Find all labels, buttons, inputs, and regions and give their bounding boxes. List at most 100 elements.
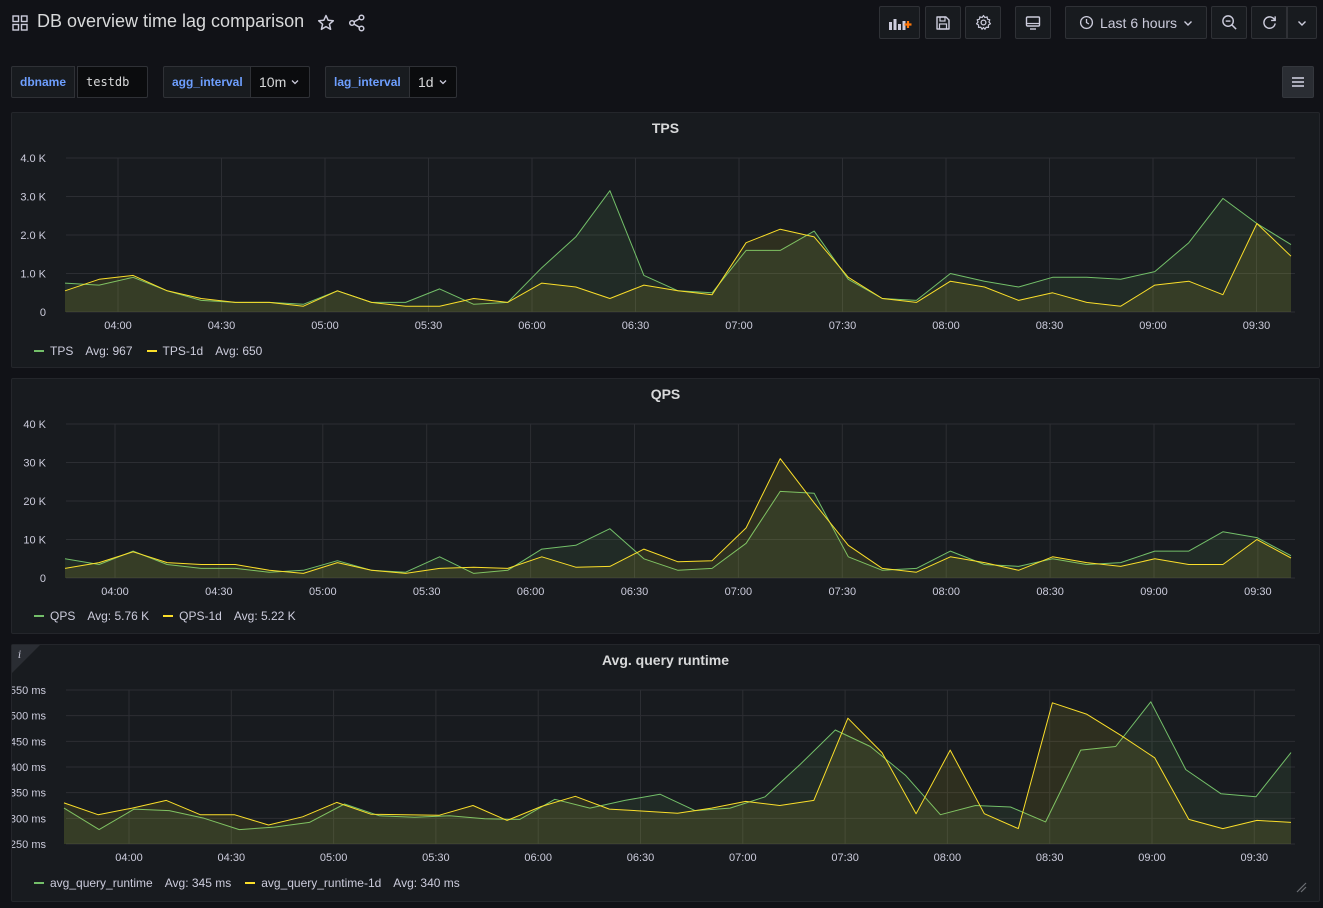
y-tick-label: 4.0 K: [20, 153, 46, 165]
x-tick-label: 08:00: [932, 586, 960, 598]
chevron-down-icon: [1298, 20, 1306, 26]
zoom-out-icon: [1221, 15, 1237, 30]
panel-title[interactable]: QPS: [650, 386, 681, 402]
x-tick-label: 04:00: [115, 852, 143, 864]
y-tick-label: 3.0 K: [20, 192, 46, 204]
panel-tps[interactable]: 0 1.0 K 2.0 K 3.0 K 4.0 K 04:00 04:30 05:00 05:3…: [11, 112, 1320, 368]
save-icon: [936, 15, 950, 30]
x-tick-label: 08:30: [1036, 586, 1064, 598]
variable-label-lag-interval: lag_interval: [325, 66, 410, 98]
template-variables-bar: dbname testdb agg_interval 10m lag_inter…: [0, 66, 1323, 100]
legend-series-name: QPS: [50, 609, 76, 623]
star-icon[interactable]: [316, 13, 336, 33]
x-tick-label: 07:00: [725, 320, 753, 332]
series-line-QPS: [64, 490, 1292, 574]
variable-label-agg-interval: agg_interval: [163, 66, 252, 98]
x-tick-label: 06:00: [518, 320, 546, 332]
x-tick-label: 05:30: [422, 852, 450, 864]
clock-icon: [1079, 15, 1094, 30]
legend-series-avg: Avg: 967: [85, 344, 133, 358]
gear-icon: [975, 14, 991, 30]
variable-select-dbname[interactable]: testdb: [77, 66, 148, 98]
panel-avg-query-runtime[interactable]: 250 ms 300 ms 350 ms 400 ms 450 ms 500 ms 550 …: [11, 644, 1320, 902]
legend-color-swatch: [245, 882, 256, 884]
add-panel-button[interactable]: [879, 6, 920, 39]
x-tick-label: 04:30: [208, 320, 236, 332]
legend-series-name: TPS-1d: [162, 344, 204, 358]
x-tick-label: 06:00: [524, 852, 552, 864]
series-line-avg_query_runtime: [63, 701, 1292, 831]
tps-chart: 0 1.0 K 2.0 K 3.0 K 4.0 K 04:00 04:30 05:00 05:3…: [20, 153, 1295, 332]
x-tick-label: 05:00: [320, 852, 348, 864]
legend-series-avg: Avg: 5.22 K: [233, 609, 296, 623]
dashboard-title[interactable]: DB overview time lag comparison: [37, 11, 305, 31]
tv-mode-button[interactable]: [1015, 6, 1051, 39]
legend-item[interactable]: TPS Avg: 967: [34, 344, 133, 358]
avg-query-runtime-chart: 250 ms 300 ms 350 ms 400 ms 450 ms 500 ms 550 …: [12, 685, 1295, 864]
legend-series-avg: Avg: 5.76 K: [87, 609, 150, 623]
panel-info-icon[interactable]: i: [12, 645, 40, 673]
x-tick-label: 08:00: [934, 852, 962, 864]
y-tick-label: 40 K: [23, 419, 46, 431]
refresh-interval-dropdown[interactable]: [1287, 6, 1317, 39]
dashboard-settings-button[interactable]: [965, 6, 1001, 39]
legend: TPS Avg: 967 TPS-1d Avg: 650: [34, 344, 262, 358]
x-tick-label: 08:30: [1036, 852, 1064, 864]
legend-color-swatch: [34, 882, 44, 884]
x-tick-label: 09:30: [1241, 852, 1269, 864]
legend-item[interactable]: QPS Avg: 5.76 K: [34, 609, 149, 623]
legend-series-name: TPS: [50, 344, 74, 358]
variable-select-agg-interval[interactable]: 10m: [250, 66, 310, 98]
y-tick-label: 1.0 K: [20, 269, 46, 281]
svg-text:i: i: [18, 650, 21, 661]
legend-color-swatch: [146, 350, 157, 352]
legend-series-avg: Avg: 340 ms: [393, 876, 460, 890]
legend-item[interactable]: TPS-1d Avg: 650: [146, 344, 263, 358]
variable-value-dbname: testdb: [86, 75, 130, 89]
x-tick-label: 07:30: [829, 586, 857, 598]
panel-resize-handle-icon[interactable]: [1295, 881, 1307, 893]
apps-grid-icon[interactable]: [12, 15, 28, 31]
top-navbar: DB overview time lag comparison: [0, 0, 1323, 48]
legend: QPS Avg: 5.76 K QPS-1d Avg: 5.22 K: [34, 609, 296, 623]
save-dashboard-button[interactable]: [925, 6, 961, 39]
time-range-picker[interactable]: Last 6 hours: [1065, 6, 1207, 39]
variable-value-agg-interval: 10m: [259, 74, 287, 90]
tv-mode-icon: [1025, 15, 1041, 30]
y-tick-label: 300 ms: [12, 813, 46, 825]
legend-series-avg: Avg: 650: [215, 344, 263, 358]
hamburger-menu-icon: [1292, 77, 1304, 87]
legend-item[interactable]: QPS-1d Avg: 5.22 K: [163, 609, 296, 623]
x-tick-label: 07:00: [729, 852, 757, 864]
share-icon[interactable]: [347, 13, 367, 33]
panel-qps[interactable]: 0 10 K 20 K 30 K 40 K 04:00 04:30 05:00 05:30 06:…: [11, 378, 1320, 634]
panel-title[interactable]: TPS: [651, 120, 680, 136]
x-tick-label: 05:30: [415, 320, 443, 332]
legend-item[interactable]: avg_query_runtime-1d Avg: 340 ms: [245, 876, 460, 890]
y-tick-label: 20 K: [23, 496, 46, 508]
panel-title[interactable]: Avg. query runtime: [601, 652, 730, 668]
series-area-avg_query_runtime: [64, 701, 1291, 844]
dashboard-links-menu-button[interactable]: [1282, 66, 1314, 98]
legend-color-swatch: [34, 350, 44, 352]
y-tick-label: 10 K: [23, 535, 46, 547]
legend-item[interactable]: avg_query_runtime Avg: 345 ms: [34, 876, 231, 890]
x-tick-label: 09:00: [1140, 586, 1168, 598]
x-tick-label: 06:00: [517, 586, 545, 598]
zoom-out-button[interactable]: [1211, 6, 1247, 39]
time-range-label: Last 6 hours: [1099, 14, 1178, 31]
refresh-icon: [1262, 16, 1276, 29]
x-tick-label: 08:00: [932, 320, 960, 332]
variable-select-lag-interval[interactable]: 1d: [409, 66, 457, 98]
legend-color-swatch: [34, 615, 44, 617]
y-tick-label: 400 ms: [12, 762, 46, 774]
chevron-down-icon: [1184, 20, 1193, 26]
y-tick-label: 0: [40, 573, 46, 585]
x-tick-label: 06:30: [622, 320, 650, 332]
series-area-QPS: [65, 491, 1291, 578]
x-tick-label: 07:30: [829, 320, 857, 332]
x-tick-label: 05:00: [311, 320, 339, 332]
x-tick-label: 08:30: [1036, 320, 1064, 332]
series-line-QPS-1d: [64, 458, 1292, 574]
refresh-button[interactable]: [1251, 6, 1287, 39]
